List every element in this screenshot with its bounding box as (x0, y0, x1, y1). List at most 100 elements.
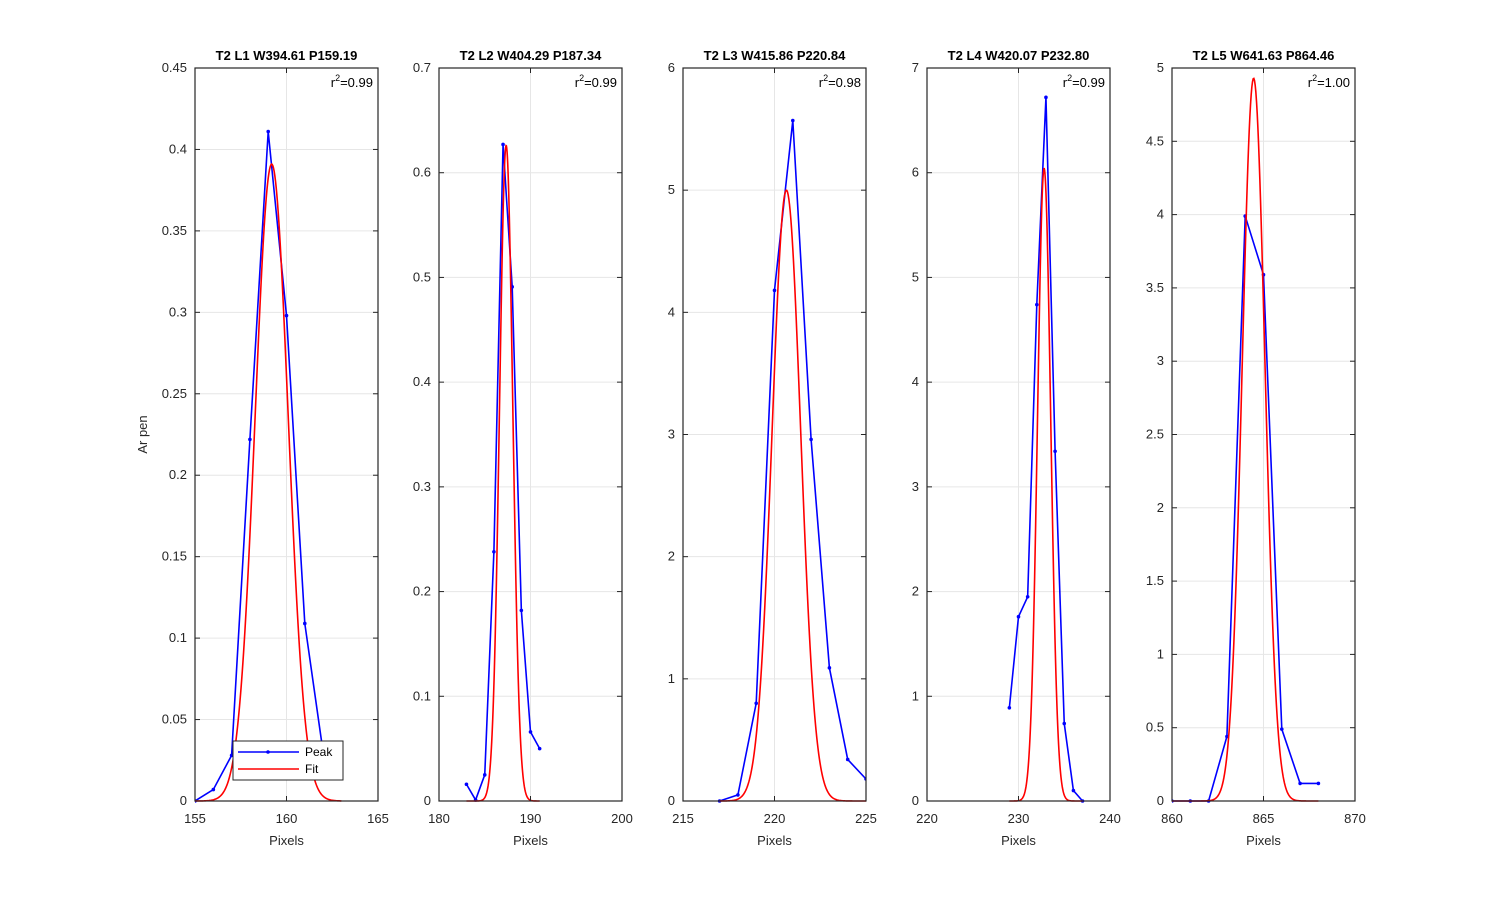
peak-point (1016, 614, 1021, 619)
y-tick-label: 1 (668, 671, 675, 686)
r-squared-base: r (331, 75, 336, 90)
r-squared-exponent: 2 (335, 73, 340, 83)
y-tick-label: 6 (912, 165, 919, 180)
peak-point (519, 608, 524, 613)
r-squared-exponent: 2 (579, 73, 584, 83)
legend-label-fit: Fit (305, 762, 319, 776)
y-tick-label: 0.4 (169, 141, 187, 156)
y-axis-label: Ar pen (135, 415, 150, 453)
y-tick-label: 3 (668, 427, 675, 442)
legend: Peak Fit (232, 740, 344, 781)
x-tick-label: 230 (1008, 811, 1030, 826)
peak-point (827, 666, 832, 670)
x-axis-label: Pixels (269, 833, 304, 848)
y-tick-label: 6 (668, 60, 675, 75)
peak-point (464, 782, 469, 787)
y-tick-label: 1 (912, 688, 919, 703)
peak-point (492, 549, 496, 554)
y-tick-label: 0.3 (413, 479, 431, 494)
peak-point (266, 129, 271, 134)
fit-line (1172, 77, 1319, 802)
y-tick-label: 0.25 (162, 386, 187, 401)
r-squared-annotation: r2=1.00 (1308, 73, 1350, 90)
y-tick-label: 0.45 (162, 60, 187, 75)
x-tick-label: 180 (428, 811, 450, 826)
peak-point (1316, 781, 1321, 786)
r-squared-annotation: r2=0.99 (1063, 73, 1105, 90)
x-tick-label: 220 (764, 811, 786, 826)
peak-point (772, 288, 777, 293)
r-squared-exponent: 2 (1312, 73, 1317, 83)
subplot-title: T2 L4 W420.07 P232.80 (948, 48, 1090, 63)
peak-point (248, 437, 252, 442)
peak-line (1172, 215, 1319, 802)
peak-point (501, 142, 505, 147)
x-tick-label: 225 (855, 811, 877, 826)
x-axis-label: Pixels (757, 833, 792, 848)
peak-point (482, 773, 487, 777)
y-tick-label: 5 (1157, 60, 1164, 75)
y-tick-label: 5 (668, 182, 675, 197)
peak-point (1044, 95, 1048, 100)
y-tick-label: 3.5 (1146, 280, 1164, 295)
r-squared-base: r (575, 75, 580, 90)
peak-point (1007, 706, 1012, 710)
y-tick-label: 2 (912, 584, 919, 599)
y-tick-label: 0 (912, 793, 919, 808)
subplot-title: T2 L1 W394.61 P159.19 (216, 48, 358, 63)
y-tick-label: 2.5 (1146, 427, 1164, 442)
r-squared-value: =1.00 (1317, 75, 1350, 90)
x-tick-label: 215 (672, 811, 694, 826)
y-tick-label: 0 (180, 793, 187, 808)
x-axis-label: Pixels (1001, 833, 1036, 848)
peak-point (1035, 302, 1039, 307)
peak-line (195, 131, 342, 802)
peak-line (719, 120, 866, 802)
peak-point (736, 793, 740, 797)
peak-point (809, 437, 813, 442)
x-tick-label: 165 (367, 811, 389, 826)
y-tick-label: 5 (912, 269, 919, 284)
peak-point (754, 701, 758, 706)
fit-line (1009, 167, 1083, 802)
y-tick-label: 4 (912, 374, 919, 389)
y-tick-label: 0.2 (169, 467, 187, 482)
y-tick-label: 0 (668, 793, 675, 808)
peak-point (211, 787, 216, 792)
y-tick-label: 0.1 (413, 688, 431, 703)
x-tick-label: 220 (916, 811, 938, 826)
x-tick-label: 200 (611, 811, 633, 826)
peak-point (528, 730, 533, 734)
x-tick-label: 190 (520, 811, 542, 826)
x-tick-label: 860 (1161, 811, 1183, 826)
y-tick-label: 0.4 (413, 374, 431, 389)
x-axis-label: Pixels (513, 833, 548, 848)
subplot-title: T2 L3 W415.86 P220.84 (704, 48, 846, 63)
y-tick-label: 0.5 (1146, 720, 1164, 735)
r-squared-value: =0.98 (828, 75, 861, 90)
subplot-2: 0 0.1 0.2 0.3 0.4 0.5 0.6 0.7 180 190 200 T2 L2 W40… (413, 48, 633, 848)
x-tick-label: 155 (184, 811, 206, 826)
legend-box (232, 740, 344, 781)
r-squared-exponent: 2 (1067, 73, 1072, 83)
x-tick-label: 870 (1344, 811, 1366, 826)
y-tick-label: 0.15 (162, 549, 187, 564)
y-tick-label: 2 (1157, 500, 1164, 515)
y-tick-label: 2 (668, 549, 675, 564)
y-tick-label: 0.35 (162, 223, 187, 238)
y-tick-label: 0.05 (162, 712, 187, 727)
y-tick-label: 0 (1157, 793, 1164, 808)
plot-area (464, 142, 542, 802)
peak-point (1280, 727, 1284, 731)
y-tick-label: 7 (912, 60, 919, 75)
y-tick-label: 0.6 (413, 165, 431, 180)
r-squared-annotation: r2=0.99 (331, 73, 373, 90)
y-tick-label: 4 (1157, 207, 1164, 222)
r-squared-value: =0.99 (584, 75, 617, 90)
plot-area (717, 118, 866, 803)
r-squared-annotation: r2=0.98 (819, 73, 861, 90)
peak-point (1071, 788, 1076, 793)
